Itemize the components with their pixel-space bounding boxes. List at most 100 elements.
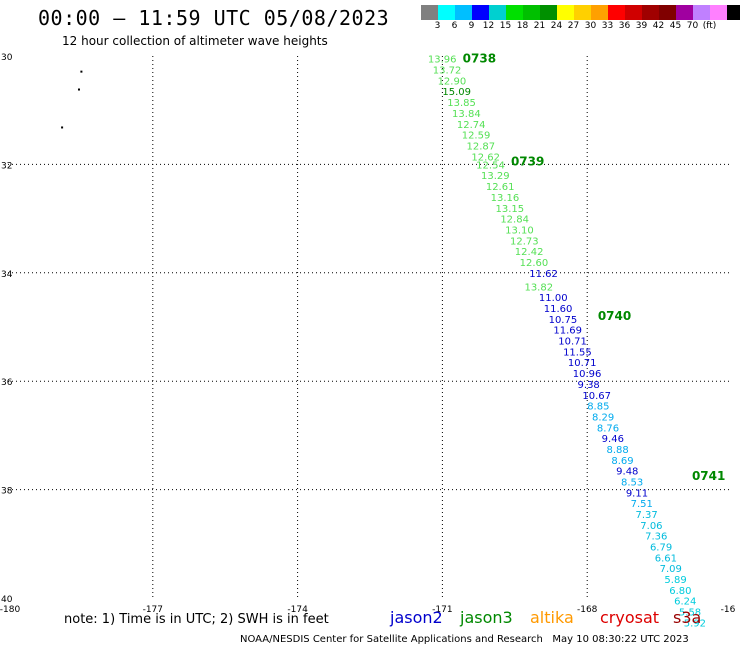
wave-height-label: 5.58 — [679, 608, 701, 619]
colorbar-swatch — [591, 5, 608, 20]
colorbar-swatch — [523, 5, 540, 20]
wave-height-label: 10.67 — [582, 391, 611, 402]
wave-height-label: 10.96 — [573, 369, 602, 380]
wave-height-label: 8.53 — [621, 477, 643, 488]
colorbar-labels: 3 6 9 12 15 18 21 24 27 30 33 36 39 42 45 70 (ft) — [421, 21, 740, 33]
colorbar-label: 24 — [550, 21, 563, 31]
colorbar-swatch — [608, 5, 625, 20]
colorbar-swatch — [676, 5, 693, 20]
satellite-label-jason3: jason3 — [460, 608, 513, 627]
wave-height-label: 9.11 — [626, 488, 648, 499]
island-dot — [80, 70, 83, 73]
x-tick-label: -16 — [721, 605, 736, 615]
wave-height-label: 5.92 — [684, 618, 706, 629]
colorbar-swatch — [574, 5, 591, 20]
x-tick-label: -174 — [287, 605, 308, 615]
wave-height-label: 8.69 — [611, 456, 633, 467]
wave-height-label: 7.37 — [635, 510, 657, 521]
colorbar-label: 42 — [652, 21, 665, 31]
island-dot — [61, 126, 64, 129]
colorbar-label: (ft) — [702, 21, 717, 31]
colorbar-label: 70 — [686, 21, 699, 31]
wave-height-label: 13.29 — [481, 171, 510, 182]
colorbar-swatch — [659, 5, 676, 20]
wave-height-label: 11.62 — [529, 269, 558, 280]
time-label: 0740 — [598, 309, 631, 323]
satellite-label-jason2: jason2 — [390, 608, 443, 627]
colorbar-label: 36 — [618, 21, 631, 31]
wave-height-label: 10.71 — [558, 337, 587, 348]
wave-height-label: 13.85 — [447, 98, 476, 109]
y-tick-label: 38 — [1, 487, 13, 497]
wave-height-label: 6.24 — [674, 597, 696, 608]
colorbar-label: 15 — [499, 21, 512, 31]
y-tick-label: 32 — [1, 161, 12, 171]
colorbar-swatch — [472, 5, 489, 20]
colorbar-swatch — [455, 5, 472, 20]
wave-height-label: 13.16 — [491, 193, 520, 204]
colorbar-swatch — [540, 5, 557, 20]
wave-height-label: 12.73 — [510, 236, 539, 247]
wave-height-label: 13.82 — [524, 282, 553, 293]
wave-height-label: 8.88 — [607, 445, 629, 456]
wave-height-label: 12.60 — [520, 258, 549, 269]
wave-height-label: 11.00 — [539, 293, 568, 304]
wave-height-label: 7.06 — [640, 521, 662, 532]
y-tick-label: 30 — [1, 53, 13, 63]
time-label: 0741 — [692, 469, 725, 483]
y-tick-label: 36 — [1, 378, 13, 388]
footer-credit: NOAA/NESDIS Center for Satellite Applica… — [240, 634, 689, 645]
satellite-label-s3a: s3a — [673, 608, 702, 627]
colorbar-label: 9 — [468, 21, 475, 31]
colorbar-swatch — [642, 5, 659, 20]
wave-height-label: 9.48 — [616, 467, 638, 478]
wave-height-label: 15.09 — [442, 87, 471, 98]
wave-height-label: 11.60 — [544, 304, 573, 315]
wave-height-label: 10.71 — [568, 358, 597, 369]
time-label: 0738 — [463, 52, 496, 66]
wave-height-label: 12.62 — [471, 152, 500, 163]
colorbar-swatch — [421, 5, 438, 20]
wave-height-label: 12.42 — [515, 247, 544, 258]
colorbar-label: 12 — [482, 21, 495, 31]
wave-height-label: 12.74 — [457, 120, 486, 131]
satellite-label-altika: altika — [530, 608, 574, 627]
wave-height-label: 10.75 — [549, 315, 578, 326]
colorbar-label: 27 — [567, 21, 580, 31]
colorbar-swatch — [557, 5, 574, 20]
colorbar-label: 6 — [451, 21, 458, 31]
wave-height-label: 13.96 — [428, 55, 457, 66]
colorbar-swatch — [710, 5, 727, 20]
wave-height-label: 11.55 — [563, 347, 592, 358]
wave-height-label: 12.84 — [500, 215, 529, 226]
wave-height-label: 12.87 — [467, 141, 496, 152]
x-tick-label: -177 — [143, 605, 163, 615]
x-tick-label: -168 — [577, 605, 598, 615]
colorbar-label: 45 — [669, 21, 682, 31]
wave-height-label: 12.59 — [462, 131, 491, 142]
wave-height-label: 9.38 — [578, 380, 600, 391]
wave-height-label: 7.09 — [660, 564, 682, 575]
wave-height-label: 9.46 — [602, 434, 624, 445]
y-tick-label: 34 — [1, 270, 13, 280]
colorbar-label: 18 — [516, 21, 529, 31]
wave-height-label: 7.51 — [631, 499, 653, 510]
time-label: 0739 — [511, 155, 544, 169]
wave-height-label: 7.36 — [645, 532, 667, 543]
colorbar-swatch — [625, 5, 642, 20]
y-tick-label: 40 — [1, 595, 13, 605]
map-title: 00:00 – 11:59 UTC 05/08/2023 — [38, 6, 390, 30]
wave-height-label: 6.61 — [655, 553, 677, 564]
colorbar-label: 21 — [533, 21, 546, 31]
x-tick-label: -180 — [0, 605, 20, 615]
colorbar-label: 30 — [584, 21, 597, 31]
colorbar-swatch — [506, 5, 523, 20]
wave-height-label: 6.80 — [669, 586, 691, 597]
wave-height-label: 13.10 — [505, 225, 534, 236]
wave-height-label: 12.90 — [438, 76, 467, 87]
colorbar — [421, 5, 740, 20]
wave-height-label: 8.29 — [592, 412, 614, 423]
island-dot — [77, 88, 80, 91]
colorbar-swatch — [489, 5, 506, 20]
